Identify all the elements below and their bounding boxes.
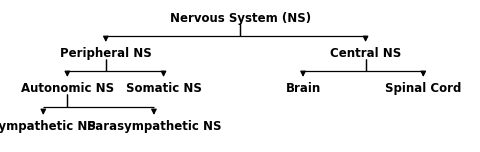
- Text: Peripheral NS: Peripheral NS: [60, 47, 151, 60]
- Text: Sympathetic NS: Sympathetic NS: [0, 120, 96, 133]
- Text: Autonomic NS: Autonomic NS: [21, 82, 114, 95]
- Text: Parasympathetic NS: Parasympathetic NS: [86, 120, 221, 133]
- Text: Somatic NS: Somatic NS: [125, 82, 201, 95]
- Text: Spinal Cord: Spinal Cord: [384, 82, 460, 95]
- Text: Brain: Brain: [285, 82, 320, 95]
- Text: Nervous System (NS): Nervous System (NS): [169, 12, 311, 25]
- Text: Central NS: Central NS: [329, 47, 400, 60]
